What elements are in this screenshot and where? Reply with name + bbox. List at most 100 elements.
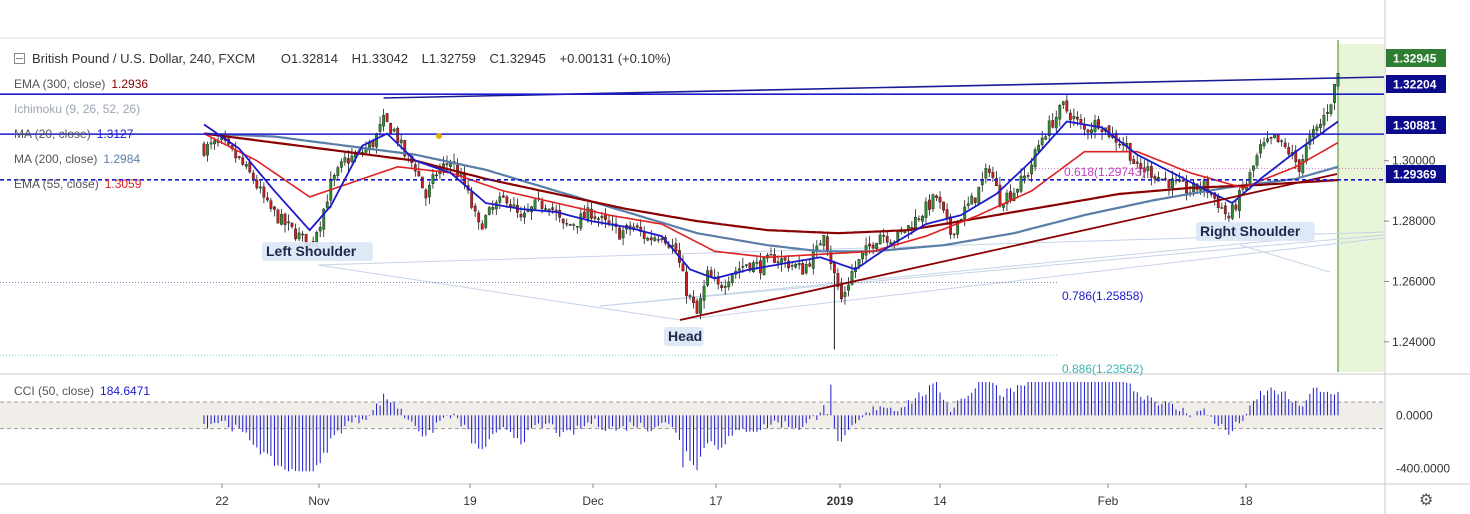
candle-body	[646, 238, 650, 241]
time-tick-label: Dec	[582, 494, 603, 508]
candle-body	[840, 284, 843, 300]
left-shoulder-label: Left Shoulder	[262, 242, 373, 261]
candle-body	[885, 236, 889, 243]
candle-body	[1037, 144, 1041, 152]
head-label-text: Head	[668, 328, 702, 344]
candle-body	[213, 140, 216, 145]
candle-body	[501, 195, 505, 198]
candle-body	[604, 214, 607, 220]
ema300-line	[203, 132, 1339, 235]
candle-body	[970, 195, 974, 205]
candle-body	[322, 208, 326, 230]
candle-body	[244, 164, 248, 167]
candle-body	[301, 233, 305, 236]
candle-body	[945, 209, 949, 219]
candle-body	[674, 243, 678, 252]
candle-body	[589, 208, 593, 219]
candle-body	[258, 186, 262, 189]
candle-body	[435, 174, 438, 177]
cci-tick-label: -400.0000	[1396, 462, 1450, 476]
candle-body	[378, 123, 382, 132]
candle-body	[1047, 120, 1051, 136]
price-tick-label: 1.30000	[1392, 154, 1436, 168]
candle-body	[424, 189, 428, 199]
candle-body	[280, 214, 283, 225]
candle-body	[1026, 175, 1030, 177]
ichimoku-ray	[317, 264, 681, 321]
candle-body	[498, 196, 502, 203]
candle-body	[325, 201, 329, 209]
candle-body	[811, 251, 815, 269]
candle-body	[692, 296, 695, 304]
right-shoulder-label-bg	[1196, 222, 1315, 241]
candle-body	[332, 175, 336, 181]
candle-body	[702, 285, 706, 301]
time-tick-label: 22	[215, 494, 229, 508]
candle-body	[427, 184, 431, 198]
candle-body	[336, 167, 340, 176]
event-marker-icon	[436, 133, 442, 139]
candle-body	[1075, 116, 1079, 120]
candle-body	[755, 261, 759, 264]
candle-body	[790, 265, 794, 267]
candle-body	[952, 233, 956, 235]
candle-body	[1227, 215, 1231, 219]
candle-body	[1054, 116, 1058, 129]
price-tick-label: 1.26000	[1392, 274, 1436, 288]
candle-body	[1171, 178, 1174, 188]
candle-body	[572, 224, 576, 226]
candle-body	[283, 213, 287, 225]
price-badge-bg	[1386, 116, 1446, 134]
candle-body	[913, 216, 917, 229]
candle-body	[1269, 136, 1273, 139]
candle-body	[1255, 155, 1259, 166]
candle-body	[491, 207, 495, 210]
candle-body	[413, 164, 417, 172]
candle-body	[470, 191, 474, 208]
candle-body	[1248, 172, 1252, 184]
candle-body	[551, 207, 555, 210]
candle-body	[1262, 142, 1266, 147]
candle-body	[540, 201, 544, 209]
candle-body	[706, 270, 710, 286]
candle-body	[399, 139, 403, 144]
candle-body	[273, 206, 276, 210]
ichimoku-ray	[679, 237, 1385, 321]
candle-body	[942, 201, 945, 211]
ma20-line	[203, 120, 1339, 280]
collapse-icon[interactable]	[14, 53, 25, 64]
candle-body	[1273, 134, 1277, 138]
candle-body	[935, 195, 938, 198]
candle-body	[653, 237, 657, 241]
candle-body	[241, 157, 245, 165]
candle-body	[371, 141, 375, 147]
price-tick-label: 1.24000	[1392, 335, 1436, 349]
candle-body	[237, 156, 241, 158]
cci-band	[0, 402, 1384, 429]
candle-body	[1304, 145, 1308, 162]
candle-body	[998, 184, 1002, 207]
candle-body	[392, 128, 396, 132]
candle-body	[917, 218, 921, 220]
candle-body	[868, 243, 872, 247]
candle-body	[776, 261, 780, 264]
fib-label: 0.618(1.29743)	[1064, 165, 1145, 179]
candle-body	[1083, 124, 1086, 130]
candle-body	[1326, 112, 1329, 114]
head-label: Head	[664, 327, 704, 346]
ichimoku-ray	[1239, 244, 1331, 273]
candle-body	[1012, 192, 1016, 201]
gear-icon[interactable]: ⚙	[1419, 492, 1434, 509]
candle-body	[843, 292, 847, 297]
candle-body	[1322, 114, 1326, 126]
candle-body	[463, 173, 467, 185]
candle-body	[526, 210, 530, 212]
ichimoku-ray	[599, 234, 1385, 307]
candle-body	[1280, 140, 1284, 142]
candle-body	[1086, 129, 1090, 133]
candle-body	[593, 216, 597, 219]
time-tick-label: Feb	[1098, 494, 1119, 508]
candle-body	[445, 163, 449, 165]
candle-body	[1276, 134, 1280, 143]
